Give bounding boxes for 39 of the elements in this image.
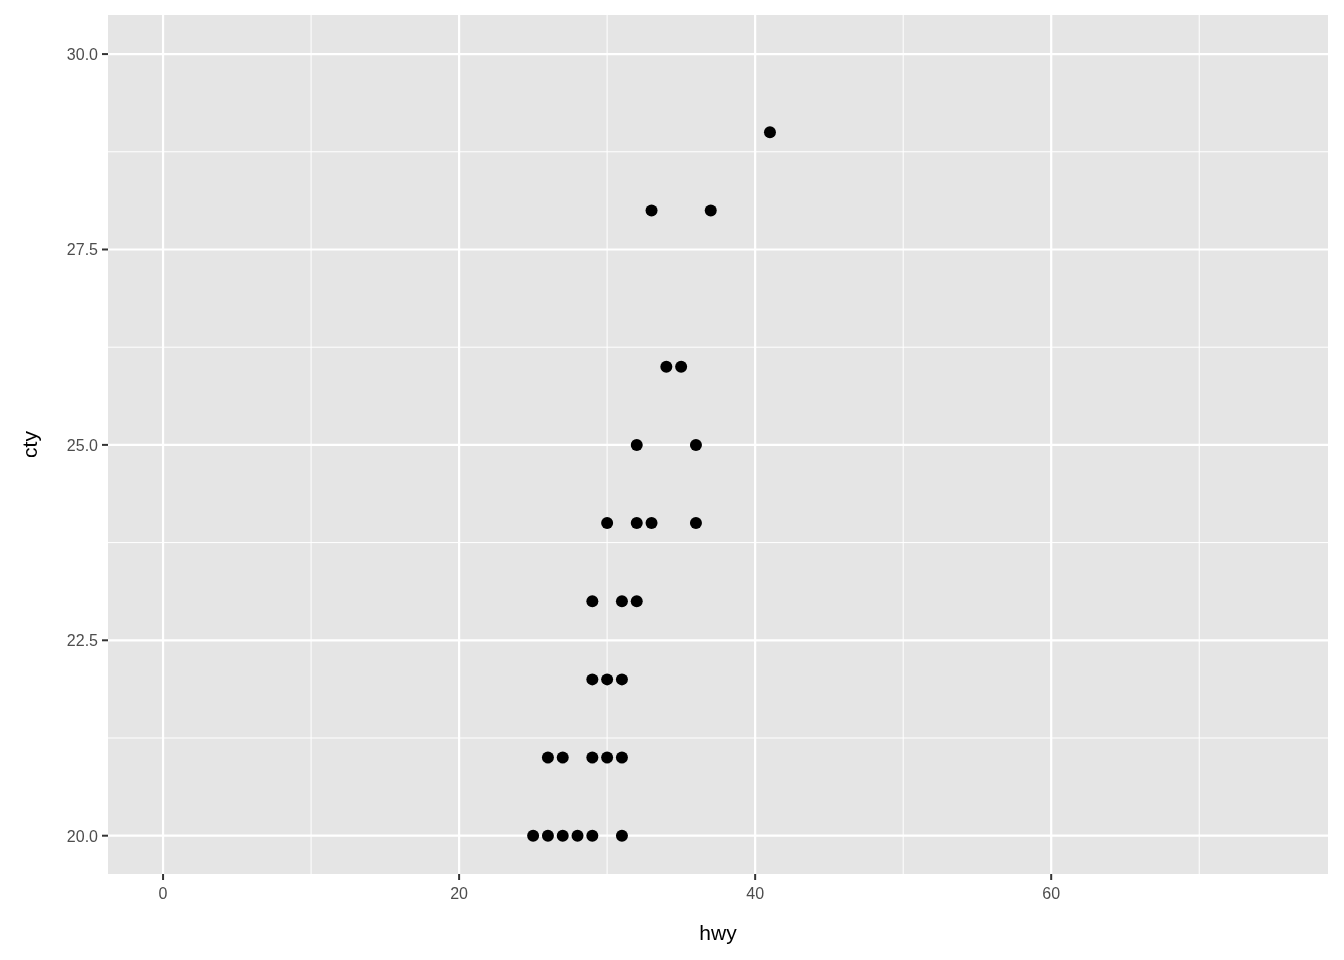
y-tick-label: 22.5 [66,632,99,650]
point [541,829,554,842]
y-tick-label: 27.5 [66,241,99,259]
point [615,673,628,686]
point [675,360,688,373]
point [689,517,702,530]
point [586,673,599,686]
point [630,595,643,608]
y-tick-label: 25.0 [66,436,99,454]
point [556,751,569,764]
y-axis-title: cty [18,430,41,458]
point [689,438,702,451]
x-tick-label: 60 [1042,885,1061,902]
x-tick-label: 0 [158,885,168,902]
point [615,595,628,608]
point [763,126,776,139]
x-tick-label: 20 [450,885,469,902]
point [615,751,628,764]
x-tick-label: 40 [746,885,765,902]
y-tick-label: 20.0 [66,827,99,845]
point [586,595,599,608]
point [601,751,614,764]
point [571,829,584,842]
point [586,751,599,764]
point [586,829,599,842]
point [601,673,614,686]
point [630,438,643,451]
point [556,829,569,842]
point [630,517,643,530]
point [541,751,554,764]
point [645,204,658,217]
y-tick-label: 30.0 [66,46,99,64]
point [527,829,540,842]
point [704,204,717,217]
point [601,517,614,530]
x-axis-title: hwy [699,921,738,944]
point [660,360,673,373]
point [645,517,658,530]
point [615,829,628,842]
